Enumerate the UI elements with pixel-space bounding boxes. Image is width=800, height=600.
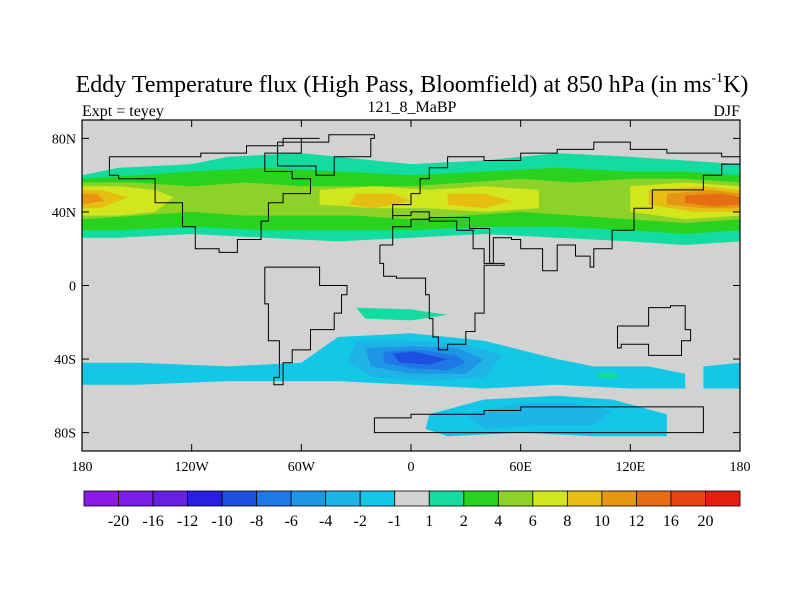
field-nh-band-10 — [82, 193, 104, 205]
subtitle-right: DJF — [713, 103, 740, 120]
coastline-south-america — [264, 266, 348, 386]
coastline-greenland — [277, 134, 375, 176]
colorbar-label: 2 — [460, 513, 468, 530]
x-tick-label: 180 — [72, 460, 93, 475]
colorbar-swatch — [221, 490, 258, 507]
colorbar-swatch — [325, 490, 361, 507]
x-tick-label: 180 — [730, 460, 751, 475]
colorbar-label: -16 — [142, 513, 163, 530]
colorbar-label: -8 — [250, 513, 263, 530]
colorbar-swatch — [566, 490, 603, 507]
x-axis: 180 120W 60W 0 60E 120E 180 — [72, 120, 751, 475]
colorbar-swatch — [532, 490, 568, 507]
title-sup: -1 — [711, 71, 723, 86]
colorbar-label: 10 — [594, 513, 610, 530]
colorbar-label: 4 — [494, 513, 502, 530]
colorbar-swatch — [187, 490, 223, 507]
field-nh-band-8 — [447, 193, 512, 209]
field-sh-band-17 — [465, 403, 613, 429]
chart-title: Eddy Temperature flux (High Pass, Bloomf… — [76, 71, 749, 98]
y-tick-label: 0 — [69, 280, 76, 295]
colorbar-swatch — [394, 490, 430, 507]
subtitle-center: 121_8_MaBP — [368, 99, 457, 116]
colorbar: -20 -16 -12 -10 -8 -6 -4 -2 -1 1 2 4 6 8 10 12 16 20 — [83, 490, 741, 530]
colorbar-swatch — [152, 490, 188, 507]
coastline-north-america — [108, 137, 320, 253]
colorbar-label: -1 — [388, 513, 401, 530]
coastline-layer — [108, 134, 740, 434]
coastline-africa — [379, 217, 505, 351]
colorbar-swatch — [636, 490, 672, 507]
colorbar-swatch — [256, 490, 292, 507]
colorbar-label: -6 — [285, 513, 298, 530]
field-nh-band-7 — [348, 193, 411, 209]
colorbar-swatch — [670, 490, 706, 507]
title-end: K) — [723, 72, 748, 98]
x-tick-label: 60W — [288, 460, 316, 475]
y-tick-label: 80N — [52, 132, 76, 147]
coastline-antarctica — [373, 406, 704, 434]
colorbar-label: 1 — [425, 513, 433, 530]
colorbar-swatch — [290, 490, 327, 507]
x-tick-label: 0 — [408, 460, 415, 475]
colorbar-swatch — [497, 490, 534, 507]
colorbar-label: 6 — [529, 513, 537, 530]
colorbar-label: 16 — [663, 513, 679, 530]
colorbar-label: 12 — [628, 513, 644, 530]
y-axis: 80N 40N 0 40S 80S — [52, 132, 740, 442]
colorbar-label: -12 — [177, 513, 198, 530]
colorbar-swatch — [83, 490, 119, 507]
field-tropics-patch-21 — [356, 307, 448, 321]
colorbar-swatch — [118, 490, 154, 507]
colorbar-swatch — [463, 490, 499, 507]
colorbar-swatch — [359, 490, 396, 507]
colorbar-swatch — [705, 490, 741, 507]
x-tick-label: 60E — [509, 460, 532, 475]
y-tick-label: 40N — [52, 206, 76, 221]
colorbar-label: 20 — [698, 513, 714, 530]
field-sh-band-14 — [703, 362, 740, 389]
y-tick-label: 40S — [54, 353, 76, 368]
field-nh-band-12 — [685, 193, 740, 207]
coastline-eurasia — [392, 141, 740, 272]
colorbar-swatch — [601, 490, 637, 507]
colorbar-label: -4 — [319, 513, 332, 530]
colorbar-label: -2 — [354, 513, 367, 530]
title-main: Eddy Temperature flux (High Pass, Bloomf… — [76, 72, 712, 98]
colorbar-label: -20 — [108, 513, 129, 530]
x-tick-label: 120E — [616, 460, 646, 475]
field-sh-band-20 — [392, 351, 448, 365]
y-tick-label: 80S — [54, 427, 76, 442]
colorbar-swatch — [428, 490, 465, 507]
colorbar-label: 8 — [563, 513, 571, 530]
coastline-australia — [617, 305, 692, 356]
subtitle-left: Expt = teyey — [82, 103, 164, 120]
field-south-patch-22 — [593, 371, 622, 380]
x-tick-label: 120W — [175, 460, 210, 475]
colorbar-label: -10 — [211, 513, 232, 530]
